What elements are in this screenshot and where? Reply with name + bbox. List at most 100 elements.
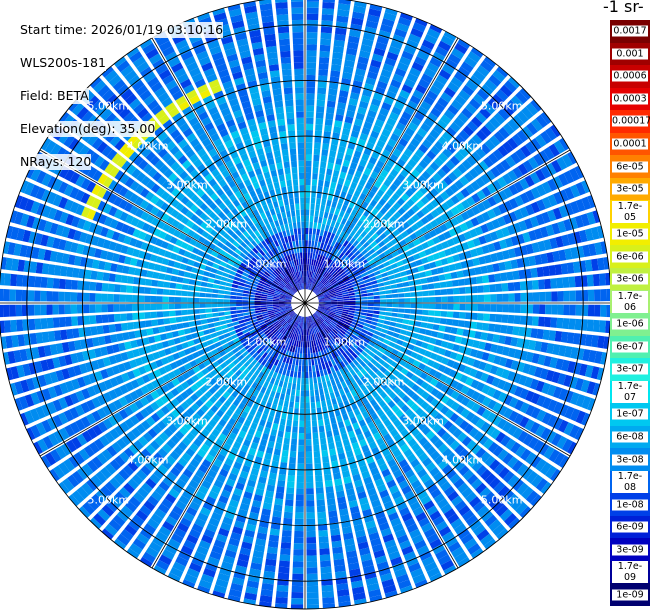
ray-gate — [255, 411, 263, 419]
ray-gate — [308, 359, 312, 366]
ray-gate — [289, 370, 294, 378]
ray-gate — [138, 159, 149, 171]
ray-gate — [320, 262, 325, 269]
ray-gate — [435, 296, 442, 303]
ray-gate — [236, 393, 244, 402]
ray-gate — [225, 478, 236, 487]
ray-gate — [424, 374, 434, 384]
ray-gate — [297, 347, 301, 354]
ray-gate — [380, 527, 392, 537]
ray-gate — [471, 390, 481, 401]
ray-gate — [530, 455, 542, 469]
ray-gate — [200, 319, 208, 325]
ray-gate — [427, 112, 438, 123]
ray-gate — [479, 107, 492, 119]
ray-gate — [554, 330, 563, 342]
ray-gate — [445, 398, 455, 408]
ray-gate — [354, 479, 364, 488]
ray-gate — [180, 381, 190, 390]
ray-gate — [160, 394, 170, 404]
ray-gate — [128, 331, 136, 340]
ray-gate — [429, 245, 438, 254]
ray-gate — [444, 349, 452, 358]
ray-gate — [486, 412, 497, 423]
ray-gate — [323, 468, 332, 475]
ray-gate — [288, 318, 294, 325]
ray-gate — [180, 401, 190, 410]
ray-gate — [572, 261, 581, 274]
ray-gate — [254, 456, 263, 464]
ray-gate — [450, 271, 458, 279]
ray-gate — [223, 399, 232, 408]
ray-gate — [206, 523, 218, 533]
ray-gate — [328, 245, 334, 253]
ray-gate — [412, 360, 421, 368]
ray-gate — [305, 209, 310, 216]
ray-gate — [307, 277, 309, 284]
ray-gate — [323, 320, 329, 326]
ray-gate — [510, 497, 524, 511]
ray-gate — [49, 371, 59, 384]
ray-gate — [306, 573, 318, 581]
ray-gate — [366, 162, 375, 171]
ray-gate — [175, 556, 189, 567]
ray-gate — [187, 229, 196, 238]
ray-gate — [532, 304, 540, 314]
ray-gate — [331, 201, 338, 209]
ray-gate — [106, 445, 118, 457]
ray-gate — [183, 250, 192, 258]
ray-gate — [207, 322, 215, 329]
ray-gate — [558, 403, 569, 417]
ray-gate — [419, 226, 428, 235]
ray-gate — [332, 227, 338, 235]
ray-gate — [105, 500, 119, 513]
ray-gate — [323, 280, 329, 286]
ray-gate — [198, 485, 209, 495]
ray-gate — [160, 405, 170, 415]
ray-gate — [26, 427, 36, 441]
ray-gate — [440, 481, 452, 492]
ray-gate — [180, 545, 194, 556]
ray-gate — [446, 143, 457, 154]
ray-gate — [274, 359, 280, 366]
ray-gate — [351, 342, 359, 349]
ray-gate — [409, 261, 417, 268]
ray-gate — [365, 576, 379, 586]
ray-gate — [261, 413, 268, 421]
ray-gate — [320, 437, 327, 445]
ray-gate — [213, 458, 223, 468]
ray-gate — [333, 263, 339, 270]
ray-gate — [480, 421, 491, 433]
ray-gate — [466, 196, 476, 207]
ray-gate — [40, 290, 47, 302]
ray-gate — [441, 296, 448, 303]
ray-gate — [312, 228, 317, 235]
ray-gate — [126, 350, 135, 360]
ray-gate — [435, 46, 449, 57]
ray-gate — [483, 538, 497, 550]
ray-gate — [470, 180, 481, 192]
ray-gate — [383, 123, 394, 132]
ray-gate — [457, 38, 471, 50]
ray-gate — [246, 378, 254, 387]
ray-gate — [254, 303, 261, 306]
ray-gate — [316, 370, 321, 378]
ray-gate — [476, 381, 485, 392]
ray-gate — [345, 53, 357, 62]
ray-gate — [183, 348, 192, 356]
ray-gate — [440, 405, 450, 415]
ray-gate — [570, 184, 581, 198]
ray-gate — [359, 268, 367, 275]
ray-gate — [442, 265, 451, 273]
ray-gate — [464, 56, 478, 68]
ray-gate — [419, 45, 433, 56]
ray-gate — [212, 317, 220, 322]
ray-gate — [242, 340, 249, 347]
ray-gate — [129, 496, 141, 508]
ray-gate — [212, 263, 220, 269]
ray-gate — [16, 274, 24, 287]
ray-gate — [306, 87, 315, 94]
ray-gate — [305, 136, 313, 143]
ray-gate — [412, 506, 424, 517]
ray-gate — [227, 340, 235, 347]
